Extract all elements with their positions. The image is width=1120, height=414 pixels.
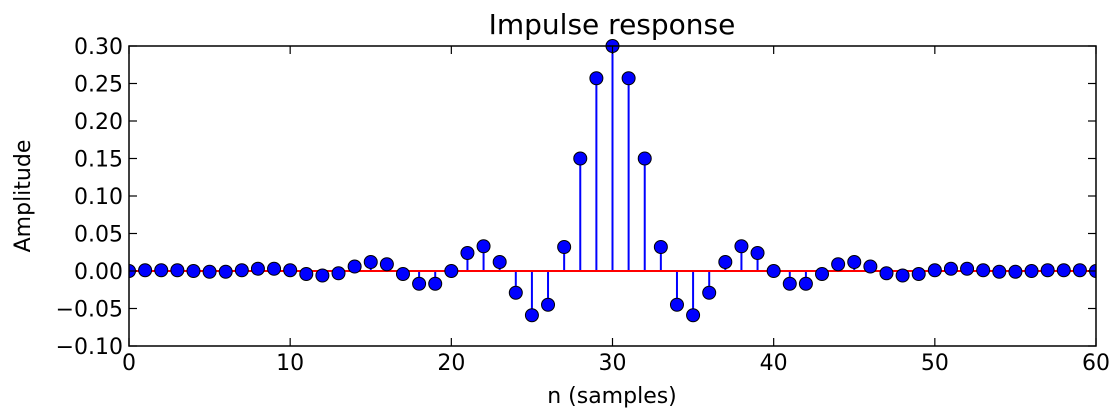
data-point <box>976 263 991 278</box>
x-tick-label: 30 <box>599 351 627 376</box>
data-point <box>782 276 797 291</box>
data-point <box>702 285 717 300</box>
data-point <box>621 71 636 86</box>
data-point <box>379 257 394 272</box>
data-point <box>202 264 217 279</box>
data-point <box>637 151 652 166</box>
data-point <box>960 261 975 276</box>
data-point <box>154 263 169 278</box>
data-point <box>847 255 862 269</box>
data-point <box>831 257 846 272</box>
y-tick-label: 0.25 <box>74 73 123 98</box>
data-point <box>653 240 668 254</box>
data-point <box>476 239 491 254</box>
data-point <box>508 285 523 300</box>
x-tick-label: 20 <box>437 351 465 376</box>
data-point <box>186 264 201 278</box>
data-point <box>170 263 185 278</box>
data-point <box>218 264 233 279</box>
data-point <box>331 266 346 281</box>
y-tick-label: −0.05 <box>56 298 123 323</box>
y-tick-label: −0.10 <box>56 335 123 360</box>
data-point <box>557 240 572 254</box>
data-point <box>798 276 813 291</box>
data-point <box>444 264 459 278</box>
data-point <box>428 276 443 291</box>
data-point <box>750 246 765 260</box>
y-tick-label: 0.00 <box>74 260 123 285</box>
data-point <box>1056 263 1071 278</box>
data-point <box>234 263 249 278</box>
data-point <box>315 268 330 283</box>
y-tick-label: 0.05 <box>74 223 123 248</box>
data-point <box>541 297 556 312</box>
data-point <box>992 264 1007 279</box>
data-point <box>1040 263 1055 278</box>
data-point <box>492 255 507 269</box>
y-tick-label: 0.20 <box>74 110 123 135</box>
data-point <box>363 255 378 269</box>
data-point <box>267 261 282 276</box>
data-point <box>943 261 958 276</box>
data-point <box>524 308 539 323</box>
data-point <box>669 297 684 312</box>
data-point <box>283 263 298 278</box>
data-point <box>589 71 604 86</box>
data-point <box>686 308 701 323</box>
data-point <box>138 263 153 278</box>
x-tick-label: 10 <box>276 351 304 376</box>
data-point <box>879 266 894 281</box>
data-point <box>412 276 427 291</box>
data-point <box>911 267 926 281</box>
data-point <box>1024 264 1039 278</box>
plot-area <box>129 39 1096 323</box>
x-tick-label: 0 <box>122 351 136 376</box>
data-point <box>573 151 588 166</box>
data-point <box>1072 263 1087 278</box>
data-point <box>250 261 265 276</box>
data-point <box>895 268 910 283</box>
axes: 0 10 20 30 40 50 60 −0.10 −0.05 0.00 0.05 0.10 0.15 0… <box>56 35 1110 376</box>
data-point <box>927 263 942 278</box>
data-point <box>734 239 749 254</box>
x-tick-label: 60 <box>1082 351 1110 376</box>
data-point <box>718 255 733 269</box>
data-point <box>299 267 314 281</box>
data-point <box>815 267 830 281</box>
data-point <box>347 259 362 274</box>
data-point <box>395 267 410 281</box>
y-axis-label: Amplitude <box>11 140 36 253</box>
data-point <box>863 259 878 274</box>
y-tick-label: 0.10 <box>74 185 123 210</box>
x-tick-label: 40 <box>760 351 788 376</box>
y-tick-label: 0.30 <box>74 35 123 60</box>
chart-title: Impulse response <box>489 8 736 41</box>
x-axis-label: n (samples) <box>547 384 677 409</box>
data-point <box>766 264 781 278</box>
data-point <box>1008 264 1023 279</box>
x-tick-label: 50 <box>921 351 949 376</box>
data-point <box>460 246 475 260</box>
y-tick-label: 0.15 <box>74 148 123 173</box>
